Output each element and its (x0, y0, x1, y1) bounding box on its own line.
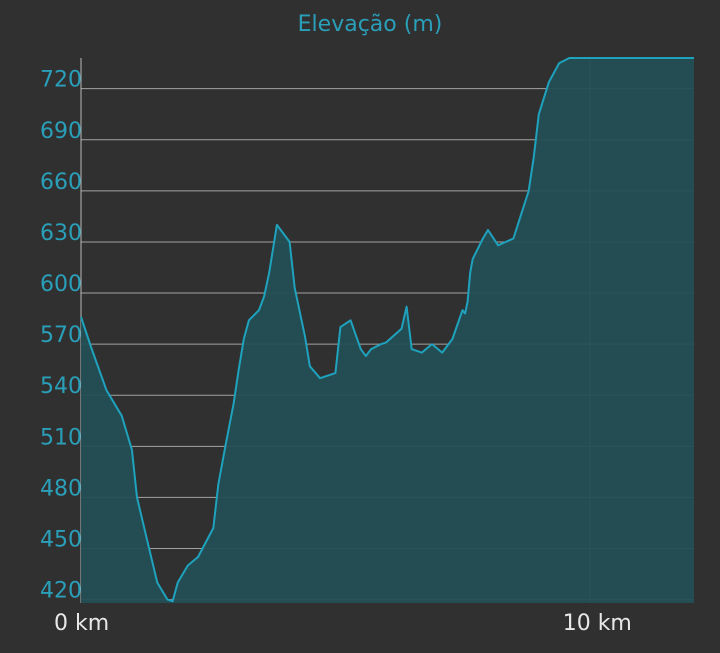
elevation-area-fill (81, 58, 694, 603)
y-tick-label-690: 690 (40, 119, 82, 144)
y-tick-label-510: 510 (40, 425, 82, 450)
y-tick-label-630: 630 (40, 221, 82, 246)
elevation-line (80, 57, 694, 603)
y-tick-label-570: 570 (40, 323, 82, 348)
axis-tick-labels: 420 450 480 510 540 570 600 630 660 690 720 0 km 10 … (40, 68, 632, 636)
x-tick-label-10: 10 km (563, 611, 632, 636)
y-tick-label-600: 600 (40, 272, 82, 297)
y-tick-label-660: 660 (40, 170, 82, 195)
x-tick-label-0: 0 km (54, 611, 109, 636)
y-tick-label-450: 450 (40, 528, 82, 553)
chart-title: Elevação (m) (297, 12, 443, 37)
y-tick-label-480: 480 (40, 476, 82, 501)
y-tick-label-540: 540 (40, 374, 82, 399)
series-area (80, 57, 694, 603)
y-tick-label-420: 420 (40, 579, 82, 604)
y-tick-label-720: 720 (40, 68, 82, 93)
